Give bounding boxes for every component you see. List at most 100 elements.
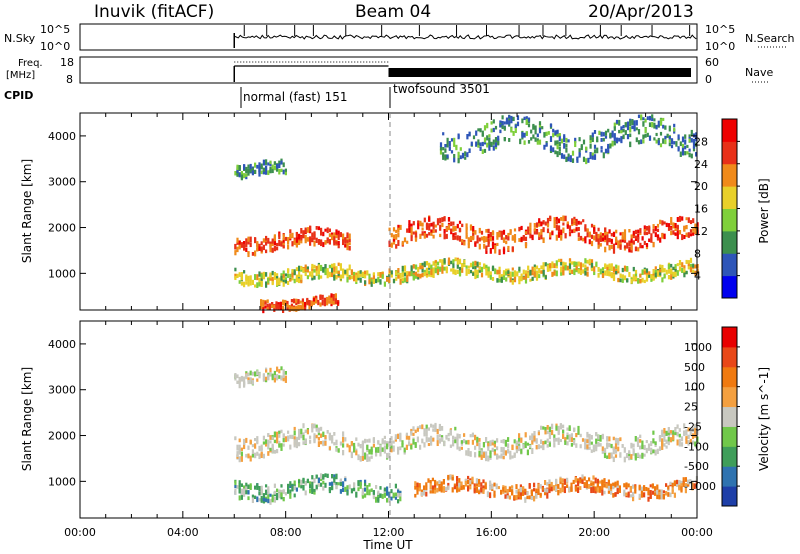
heatmap-cell (298, 240, 301, 245)
heatmap-cell (674, 268, 677, 273)
heatmap-cell (513, 439, 516, 444)
heatmap-cell (628, 240, 631, 247)
heatmap-cell (247, 490, 250, 495)
heatmap-cell (273, 235, 276, 242)
heatmap-cell (635, 137, 638, 143)
heatmap-cell (383, 281, 386, 287)
heatmap-cell (607, 479, 610, 485)
heatmap-cell (276, 278, 279, 284)
heatmap-cell (458, 485, 461, 490)
heatmap-cell (537, 488, 540, 494)
heatmap-cell (500, 489, 503, 495)
heatmap-cell (520, 273, 523, 277)
heatmap-cell (672, 230, 675, 235)
heatmap-cell (555, 483, 558, 487)
heatmap-cell (416, 488, 419, 495)
heatmap-cell (676, 431, 679, 437)
heatmap-cell (608, 436, 611, 442)
heatmap-cell (452, 259, 455, 265)
heatmap-cell (649, 490, 652, 495)
heatmap-cell (478, 438, 481, 442)
heatmap-cell (533, 264, 536, 269)
heatmap-cell (593, 271, 596, 276)
heatmap-cell (502, 447, 505, 454)
heatmap-cell (295, 298, 298, 303)
heatmap-cell (375, 496, 378, 503)
heatmap-cell (405, 444, 408, 451)
heatmap-cell (247, 251, 250, 255)
heatmap-cell (295, 277, 298, 283)
heatmap-cell (405, 434, 408, 440)
heatmap-cell (377, 446, 380, 453)
heatmap-cell (260, 246, 263, 252)
heatmap-cell (430, 229, 433, 233)
heatmap-cell (618, 119, 621, 126)
heatmap-cell (284, 371, 287, 375)
heatmap-cell (483, 243, 486, 249)
heatmap-cell (388, 491, 391, 498)
heatmap-cell (661, 442, 664, 447)
heatmap-cell (301, 300, 304, 306)
heatmap-cell (262, 246, 265, 251)
heatmap-cell (460, 484, 463, 491)
heatmap-cell (613, 126, 616, 131)
heatmap-cell (626, 245, 629, 249)
heatmap-cell (425, 485, 428, 491)
heatmap-cell (240, 451, 243, 457)
heatmap-cell (608, 263, 611, 270)
heatmap-cell (524, 441, 527, 445)
heatmap-cell (309, 225, 312, 232)
heatmap-cell (355, 450, 358, 456)
heatmap-cell (444, 148, 447, 153)
heatmap-cell (673, 492, 676, 498)
heatmap-cell (639, 445, 642, 450)
heatmap-cell (300, 433, 303, 439)
heatmap-cell (557, 437, 560, 443)
heatmap-cell (599, 232, 602, 236)
heatmap-cell (640, 492, 643, 498)
heatmap-cell (322, 431, 325, 437)
heatmap-cell (659, 237, 662, 243)
heatmap-cell (408, 271, 411, 277)
heatmap-cell (247, 168, 250, 174)
heatmap-cell (588, 231, 591, 237)
heatmap-cell (447, 257, 451, 263)
heatmap-cell (302, 434, 305, 441)
heatmap-cell (456, 482, 459, 487)
heatmap-cell (247, 251, 250, 258)
heatmap-cell (590, 240, 594, 247)
heatmap-cell (465, 268, 468, 274)
heatmap-cell (284, 492, 287, 496)
heatmap-cell (500, 278, 503, 283)
heatmap-cell (517, 488, 520, 495)
heatmap-cell (513, 452, 516, 456)
heatmap-cell (386, 498, 389, 503)
heatmap-cell (258, 375, 261, 379)
heatmap-cell (266, 306, 269, 311)
heatmap-cell (591, 132, 594, 138)
heatmap-cell (312, 297, 315, 302)
heatmap-cell (648, 115, 652, 121)
heatmap-cell (498, 278, 501, 283)
heatmap-cell (493, 440, 496, 447)
colorbar-segment (722, 406, 737, 427)
heatmap-cell (245, 437, 248, 443)
heatmap-cell (284, 236, 287, 241)
colorbar-tick-label: 28 (694, 135, 708, 148)
heatmap-cell (309, 271, 312, 277)
heatmap-cell (533, 266, 536, 272)
heatmap-cell (460, 481, 463, 486)
heatmap-cell (265, 272, 268, 277)
heatmap-cell (416, 482, 419, 489)
heatmap-cell (522, 235, 525, 241)
heatmap-cell (293, 237, 296, 242)
heatmap-cell (273, 274, 276, 280)
heatmap-cell (634, 247, 638, 252)
heatmap-cell (390, 436, 393, 441)
heatmap-cell (571, 229, 574, 234)
heatmap-cell (662, 494, 665, 498)
heatmap-cell (434, 479, 437, 485)
heatmap-cell (265, 376, 268, 381)
heatmap-cell (344, 486, 347, 492)
heatmap-cell (647, 443, 651, 448)
